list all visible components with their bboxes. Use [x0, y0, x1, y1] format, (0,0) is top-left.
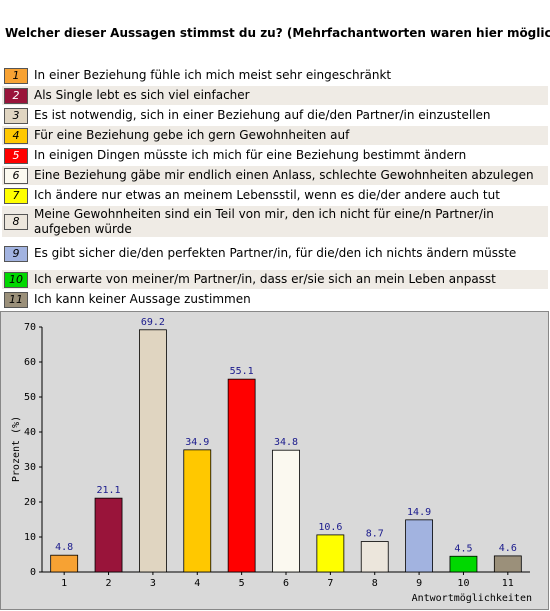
- legend-item: 5 In einigen Dingen müsste ich mich für e…: [2, 146, 548, 166]
- legend-number: 7: [4, 187, 28, 204]
- x-axis-label: Antwortmöglichkeiten: [412, 593, 532, 604]
- bar: [316, 534, 345, 573]
- bar: [272, 449, 300, 573]
- legend-number: 5: [4, 147, 28, 164]
- legend-label: In einigen Dingen müsste ich mich für ei…: [34, 148, 467, 162]
- value-label: 4.8: [55, 542, 73, 553]
- legend-number: 2: [4, 87, 28, 104]
- value-label: 55.1: [230, 366, 254, 377]
- y-tick-label: 60: [24, 357, 36, 368]
- legend-number: 4: [4, 127, 28, 144]
- legend-label: Es ist notwendig, sich in einer Beziehun…: [34, 108, 491, 122]
- legend-number: 1: [4, 67, 28, 84]
- legend-item: 6 Eine Beziehung gäbe mir endlich einen A…: [2, 166, 548, 186]
- legend-label: Als Single lebt es sich viel einfacher: [34, 88, 250, 102]
- y-tick-label: 10: [24, 532, 36, 543]
- legend-label: Es gibt sicher die/den perfekten Partner…: [34, 246, 517, 260]
- y-tick-label: 40: [24, 427, 36, 438]
- bar: [183, 449, 212, 573]
- legend-item: 4 Für eine Beziehung gebe ich gern Gewohn…: [2, 126, 548, 146]
- x-tick-label: 11: [502, 578, 514, 589]
- value-label: 14.9: [407, 507, 431, 518]
- bar: [227, 378, 256, 573]
- value-label: 21.1: [96, 485, 120, 496]
- x-tick-label: 3: [150, 578, 156, 589]
- legend-label: Meine Gewohnheiten sind ein Teil von mir…: [34, 206, 494, 236]
- y-tick-label: 20: [24, 497, 36, 508]
- x-tick-label: 1: [61, 578, 67, 589]
- legend-number: 8: [4, 213, 28, 230]
- legend-label: Ich kann keiner Aussage zustimmen: [34, 292, 251, 306]
- x-tick-label: 5: [239, 578, 245, 589]
- x-tick-label: 2: [106, 578, 112, 589]
- bar: [449, 555, 478, 573]
- chart: Prozent (%) Antwortmöglichkeiten 0 10 20 30…: [0, 311, 549, 610]
- legend-item: 9 Es gibt sicher die/den perfekten Partne…: [2, 238, 548, 270]
- value-label: 4.5: [454, 543, 472, 554]
- bar: [405, 519, 433, 573]
- x-tick-label: 9: [416, 578, 422, 589]
- y-tick-label: 50: [24, 392, 36, 403]
- value-label: 8.7: [366, 529, 384, 540]
- x-tick-label: 6: [283, 578, 289, 589]
- bar: [139, 329, 167, 573]
- legend-number: 3: [4, 107, 28, 124]
- bar: [94, 497, 123, 573]
- legend-label: In einer Beziehung fühle ich mich meist …: [34, 68, 392, 82]
- y-tick-label: 30: [24, 462, 36, 473]
- legend-label: Eine Beziehung gäbe mir endlich einen An…: [34, 168, 534, 182]
- legend-item: 8 Meine Gewohnheiten sind ein Teil von mi…: [2, 206, 548, 238]
- legend-number: 6: [4, 167, 28, 184]
- legend-item: 7 Ich ändere nur etwas an meinem Lebensst…: [2, 186, 548, 206]
- y-tick-label: 70: [24, 322, 36, 333]
- legend-item: 2 Als Single lebt es sich viel einfacher: [2, 86, 548, 106]
- bar: [50, 554, 79, 573]
- legend-label: Ich ändere nur etwas an meinem Lebenssti…: [34, 188, 500, 202]
- legend-item: 1 In einer Beziehung fühle ich mich meist…: [2, 66, 548, 86]
- chart-title: Welcher dieser Aussagen stimmst du zu? (…: [5, 26, 550, 40]
- legend-number: 9: [4, 245, 28, 262]
- legend-label: Für eine Beziehung gebe ich gern Gewohnh…: [34, 128, 350, 142]
- value-label: 34.9: [185, 437, 209, 448]
- x-tick-label: 8: [372, 578, 378, 589]
- legend-number: 10: [4, 271, 28, 288]
- value-label: 4.6: [499, 543, 517, 554]
- legend-item: 11 Ich kann keiner Aussage zustimmen: [2, 290, 548, 310]
- x-tick-label: 10: [457, 578, 469, 589]
- legend: 1 In einer Beziehung fühle ich mich meist…: [2, 66, 548, 310]
- bar: [493, 555, 522, 573]
- y-tick-label: 0: [30, 567, 36, 578]
- legend-item: 3 Es ist notwendig, sich in einer Beziehu…: [2, 106, 548, 126]
- legend-item: 10 Ich erwarte von meiner/m Partner/in, d…: [2, 270, 548, 290]
- value-label: 10.6: [318, 522, 342, 533]
- y-axis-label: Prozent (%): [11, 416, 22, 482]
- value-label: 69.2: [141, 317, 165, 328]
- legend-number: 11: [4, 291, 28, 308]
- value-label: 34.8: [274, 437, 298, 448]
- x-tick-label: 4: [194, 578, 200, 589]
- bar: [360, 541, 389, 573]
- x-tick-label: 7: [327, 578, 333, 589]
- legend-label: Ich erwarte von meiner/m Partner/in, das…: [34, 272, 496, 286]
